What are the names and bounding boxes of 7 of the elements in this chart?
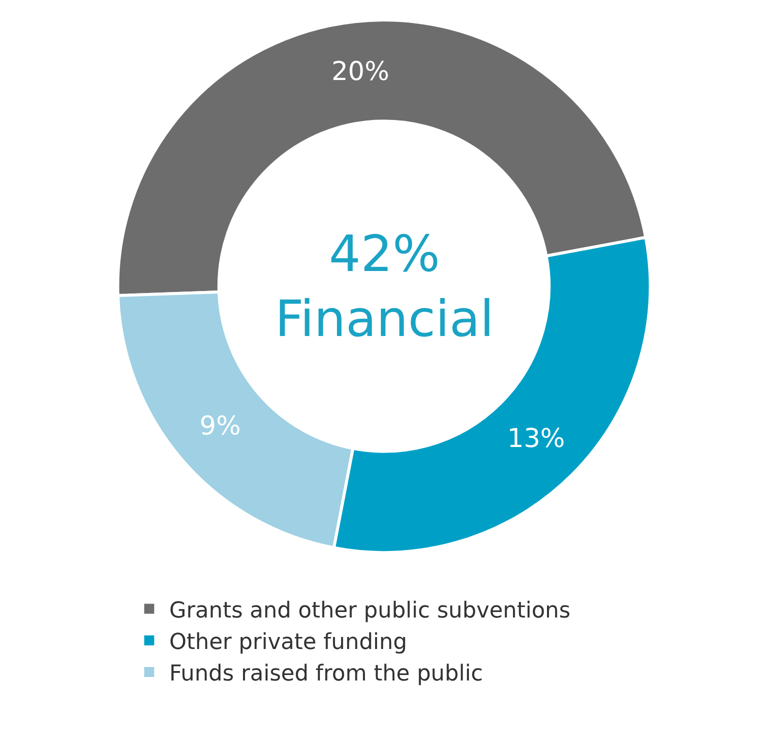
text: 42% Financial bbox=[275, 225, 494, 348]
legend-label: Grants and other public subventions bbox=[169, 598, 570, 624]
legend-label: Funds raised from the public bbox=[169, 662, 484, 687]
data-label: 20% bbox=[331, 56, 390, 87]
legend-label: Other private funding bbox=[169, 630, 408, 655]
data-label: 13% bbox=[507, 424, 566, 454]
data-label: 9% bbox=[200, 412, 241, 442]
